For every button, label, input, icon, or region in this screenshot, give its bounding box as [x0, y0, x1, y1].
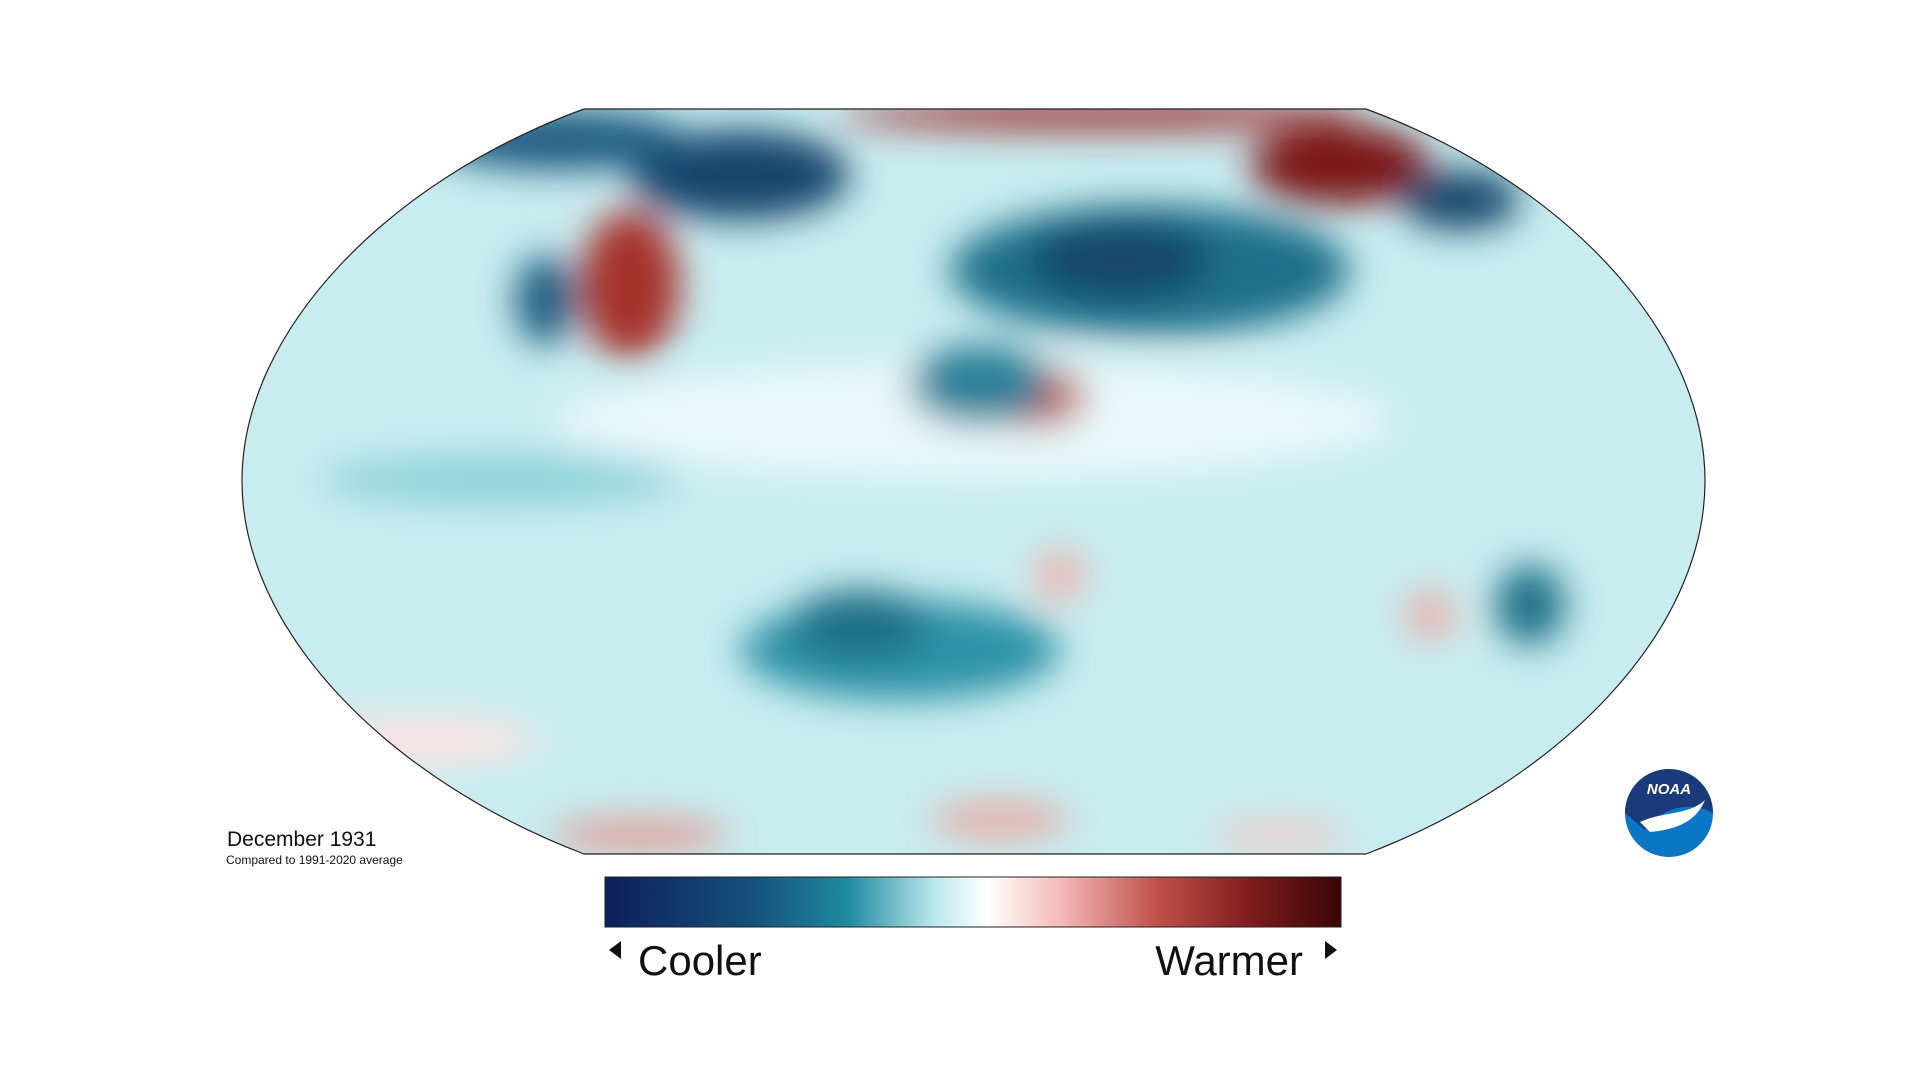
map-outline — [241, 108, 1706, 855]
anomaly-map — [242, 109, 1705, 854]
map-title: December 1931 — [227, 828, 376, 851]
arrow-left — [609, 941, 621, 959]
legend-low-label: Cooler — [638, 937, 762, 984]
color-bar — [604, 876, 1342, 928]
arrow-right — [1325, 941, 1337, 959]
noaa-logo: NOAA — [1625, 769, 1713, 857]
legend-high-label: Warmer — [1155, 937, 1303, 984]
logo-text: NOAA — [1647, 781, 1691, 798]
map-subtitle: Compared to 1991-2020 average — [226, 853, 403, 867]
